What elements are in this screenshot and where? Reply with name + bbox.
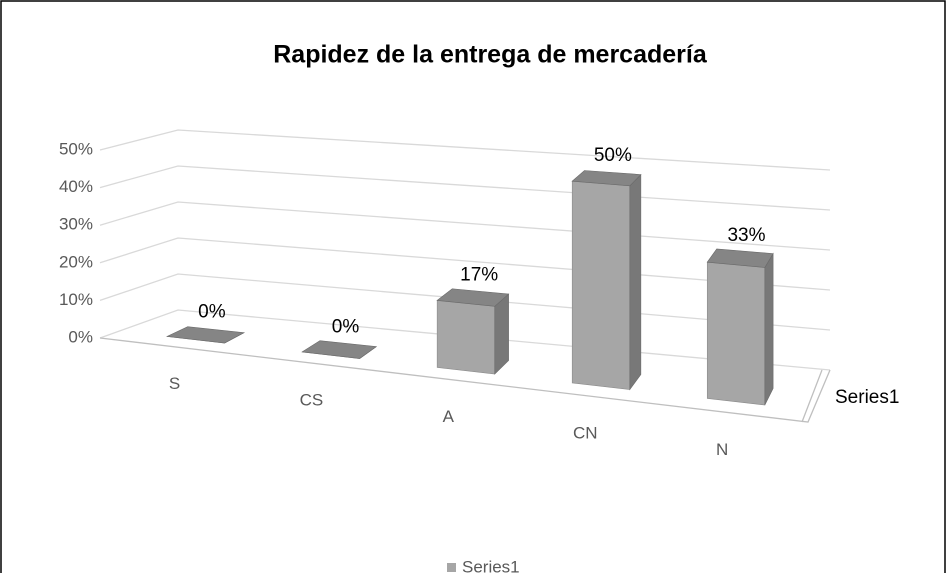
bar-top (436, 288, 510, 307)
data-label: 50% (594, 145, 632, 166)
legend-swatch (447, 563, 456, 572)
y-tick-label: 50% (59, 139, 93, 158)
bar-top (301, 340, 378, 359)
y-tick-label: 0% (68, 327, 93, 346)
grid-line (99, 129, 831, 171)
x-tick-label: CN (573, 424, 598, 443)
legend-label: Series1 (462, 557, 520, 573)
data-label: 0% (198, 302, 226, 323)
data-label: 33% (727, 225, 765, 246)
x-tick-label: S (169, 374, 180, 393)
bar-side (764, 252, 774, 406)
bar-side (629, 173, 642, 391)
bar-top (571, 170, 642, 187)
depth-axis-line (801, 369, 823, 423)
bar-front (571, 180, 631, 390)
bar-front (436, 300, 496, 375)
data-label: 0% (332, 316, 360, 337)
y-tick-label: 20% (59, 252, 93, 271)
bar-top (165, 326, 246, 344)
y-tick-label: 40% (59, 177, 93, 196)
floor-edge (99, 337, 831, 423)
data-label: 17% (460, 264, 498, 285)
depth-axis-label: Series1 (835, 387, 899, 408)
chart-title: Rapidez de la entrega de mercadería (273, 41, 708, 69)
bar-front (706, 261, 766, 406)
x-tick-label: CS (300, 390, 324, 409)
x-tick-label: A (443, 407, 455, 426)
bar-top (706, 248, 774, 268)
y-tick-label: 30% (59, 215, 93, 234)
x-tick-label: N (716, 440, 728, 459)
bar-side (494, 293, 509, 375)
y-tick-label: 10% (59, 290, 93, 309)
